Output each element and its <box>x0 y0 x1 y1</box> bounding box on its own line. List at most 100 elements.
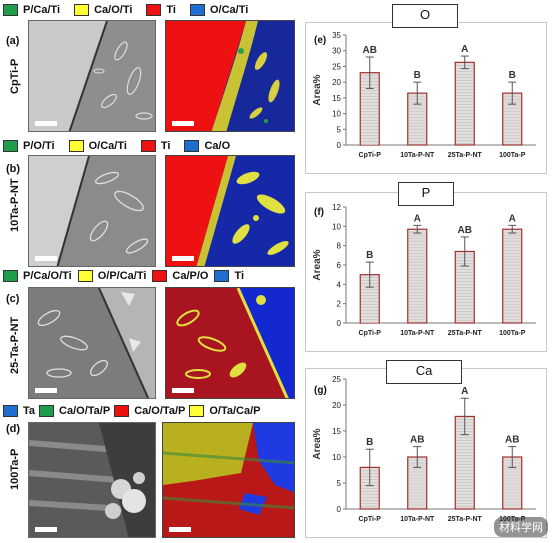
eds-map-a <box>165 20 295 132</box>
legend-swatch <box>189 4 205 16</box>
legend-swatch <box>3 405 18 417</box>
bar <box>407 228 428 324</box>
sample-label-b: 10Ta-P-NT <box>9 178 21 232</box>
y-tick-label: 15 <box>332 94 341 103</box>
legend-label: Ti <box>160 140 171 152</box>
watermark: 材料学网 <box>494 517 548 537</box>
x-tick-label: 25Ta-P-NT <box>448 330 483 337</box>
bar <box>502 228 523 324</box>
y-axis-label: Area% <box>312 74 323 105</box>
y-tick-label: 25 <box>332 375 341 384</box>
significance-letter: AB <box>458 225 472 236</box>
legend-row-c: P/Ca/O/Ti O/P/Ca/Ti Ca/P/O Ti <box>0 268 244 284</box>
legend-swatch <box>74 4 90 16</box>
legend-swatch <box>3 4 18 16</box>
chart-phosphorus-title: P <box>398 182 454 206</box>
y-tick-label: 6 <box>337 261 342 270</box>
legend-label: O/Ca/Ti <box>209 4 249 16</box>
legend-label: Ti <box>234 270 245 282</box>
significance-letter: AB <box>363 45 377 56</box>
y-tick-label: 5 <box>337 125 342 134</box>
significance-letter: B <box>414 70 421 81</box>
legend-label: O/Ta/Ca/P <box>209 405 261 417</box>
significance-letter: A <box>461 386 468 397</box>
x-tick-label: CpTi-P <box>359 330 382 337</box>
x-tick-label: CpTi-P <box>359 516 382 523</box>
significance-letter: A <box>414 213 421 224</box>
legend-swatch <box>214 270 230 282</box>
y-tick-label: 2 <box>337 300 342 309</box>
chart-phosphorus-svg: (f) Area% 0 2 4 6 8 10 12 B CpTi-P A 10Ta-P-NT AB 25Ta… <box>312 203 536 337</box>
legend-label: Ti <box>166 4 176 16</box>
panel-letter-c: (c) <box>6 293 20 305</box>
y-axis-label: Area% <box>312 428 323 459</box>
y-tick-label: 35 <box>332 31 341 40</box>
legend-swatch <box>3 270 18 282</box>
sem-micrograph-c <box>28 287 156 399</box>
significance-letter: A <box>509 213 516 224</box>
legend-swatch <box>152 270 168 282</box>
legend-swatch <box>146 4 162 16</box>
legend-swatch <box>114 405 130 417</box>
legend-label: P/Ca/Ti <box>23 4 61 16</box>
y-tick-label: 25 <box>332 62 341 71</box>
legend-label: Ca/O/Ta/P <box>59 405 111 417</box>
legend-swatch <box>68 140 84 152</box>
x-tick-label: 100Ta-P <box>499 330 526 337</box>
legend-row-d: Ta Ca/O/Ta/P Ca/O/Ta/P O/Ta/Ca/P <box>0 403 261 419</box>
y-tick-label: 5 <box>337 479 342 488</box>
y-tick-label: 15 <box>332 427 341 436</box>
significance-letter: A <box>461 44 468 55</box>
x-tick-label: 25Ta-P-NT <box>448 152 483 159</box>
significance-letter: AB <box>505 435 519 446</box>
chart-calcium: (g) Area% 0 5 10 15 20 25 B CpTi-P AB 10Ta-P-NT A 25T… <box>305 368 547 538</box>
legend-label: P/Ca/O/Ti <box>23 270 72 282</box>
eds-map-c <box>165 287 295 399</box>
chart-panel-letter: (g) <box>314 385 327 396</box>
chart-oxygen: (e) Area% 0 5 10 15 20 25 30 35 AB CpTi-P B 10Ta-P-NT… <box>305 22 547 174</box>
legend-label: P/O/Ti <box>23 140 55 152</box>
y-tick-label: 4 <box>337 280 342 289</box>
bar <box>454 61 475 146</box>
sample-label-c: 25-Ta-P-NT <box>9 316 21 374</box>
panel-letter-b: (b) <box>6 163 21 175</box>
legend-label: Ca/O/Ta/P <box>134 405 186 417</box>
sem-micrograph-a <box>28 20 156 132</box>
chart-calcium-title: Ca <box>386 360 462 384</box>
chart-oxygen-title: O <box>392 4 458 28</box>
legend-label: Ca/O <box>204 140 231 152</box>
legend-row-b: P/O/Ti O/Ca/Ti Ti Ca/O <box>0 138 230 154</box>
y-tick-label: 20 <box>332 401 341 410</box>
x-tick-label: 10Ta-P-NT <box>400 516 435 523</box>
chart-panel-letter: (f) <box>314 207 324 218</box>
x-tick-label: CpTi-P <box>359 152 382 159</box>
panel-letter-d: (d) <box>6 423 21 435</box>
legend-label: Ta <box>23 405 36 417</box>
significance-letter: AB <box>410 435 424 446</box>
y-axis-label: Area% <box>312 249 323 280</box>
y-tick-label: 0 <box>337 141 342 150</box>
legend-swatch <box>140 140 156 152</box>
chart-panel-letter: (e) <box>314 35 326 46</box>
legend-swatch <box>39 405 55 417</box>
y-tick-label: 10 <box>332 222 341 231</box>
x-tick-label: 100Ta-P <box>499 152 526 159</box>
significance-letter: B <box>509 70 516 81</box>
legend-label: Ca/O/Ti <box>94 4 133 16</box>
significance-letter: B <box>366 250 373 261</box>
legend-row-a: P/Ca/Ti Ca/O/Ti Ti O/Ca/Ti <box>0 2 248 18</box>
sem-micrograph-b <box>28 155 156 267</box>
y-tick-label: 12 <box>332 203 341 212</box>
x-tick-label: 10Ta-P-NT <box>400 330 435 337</box>
sample-label-d: 100Ta-P <box>9 448 21 490</box>
legend-label: O/Ca/Ti <box>88 140 127 152</box>
chart-phosphorus: (f) Area% 0 2 4 6 8 10 12 B CpTi-P A 10Ta-P-NT AB 25Ta… <box>305 192 547 352</box>
x-tick-label: 10Ta-P-NT <box>400 152 435 159</box>
sem-micrograph-d <box>28 422 156 538</box>
legend-label: O/P/Ca/Ti <box>97 270 147 282</box>
panel-letter-a: (a) <box>6 35 20 47</box>
y-tick-label: 20 <box>332 78 341 87</box>
legend-swatch <box>77 270 93 282</box>
eds-map-d <box>162 422 295 538</box>
legend-swatch <box>184 140 200 152</box>
